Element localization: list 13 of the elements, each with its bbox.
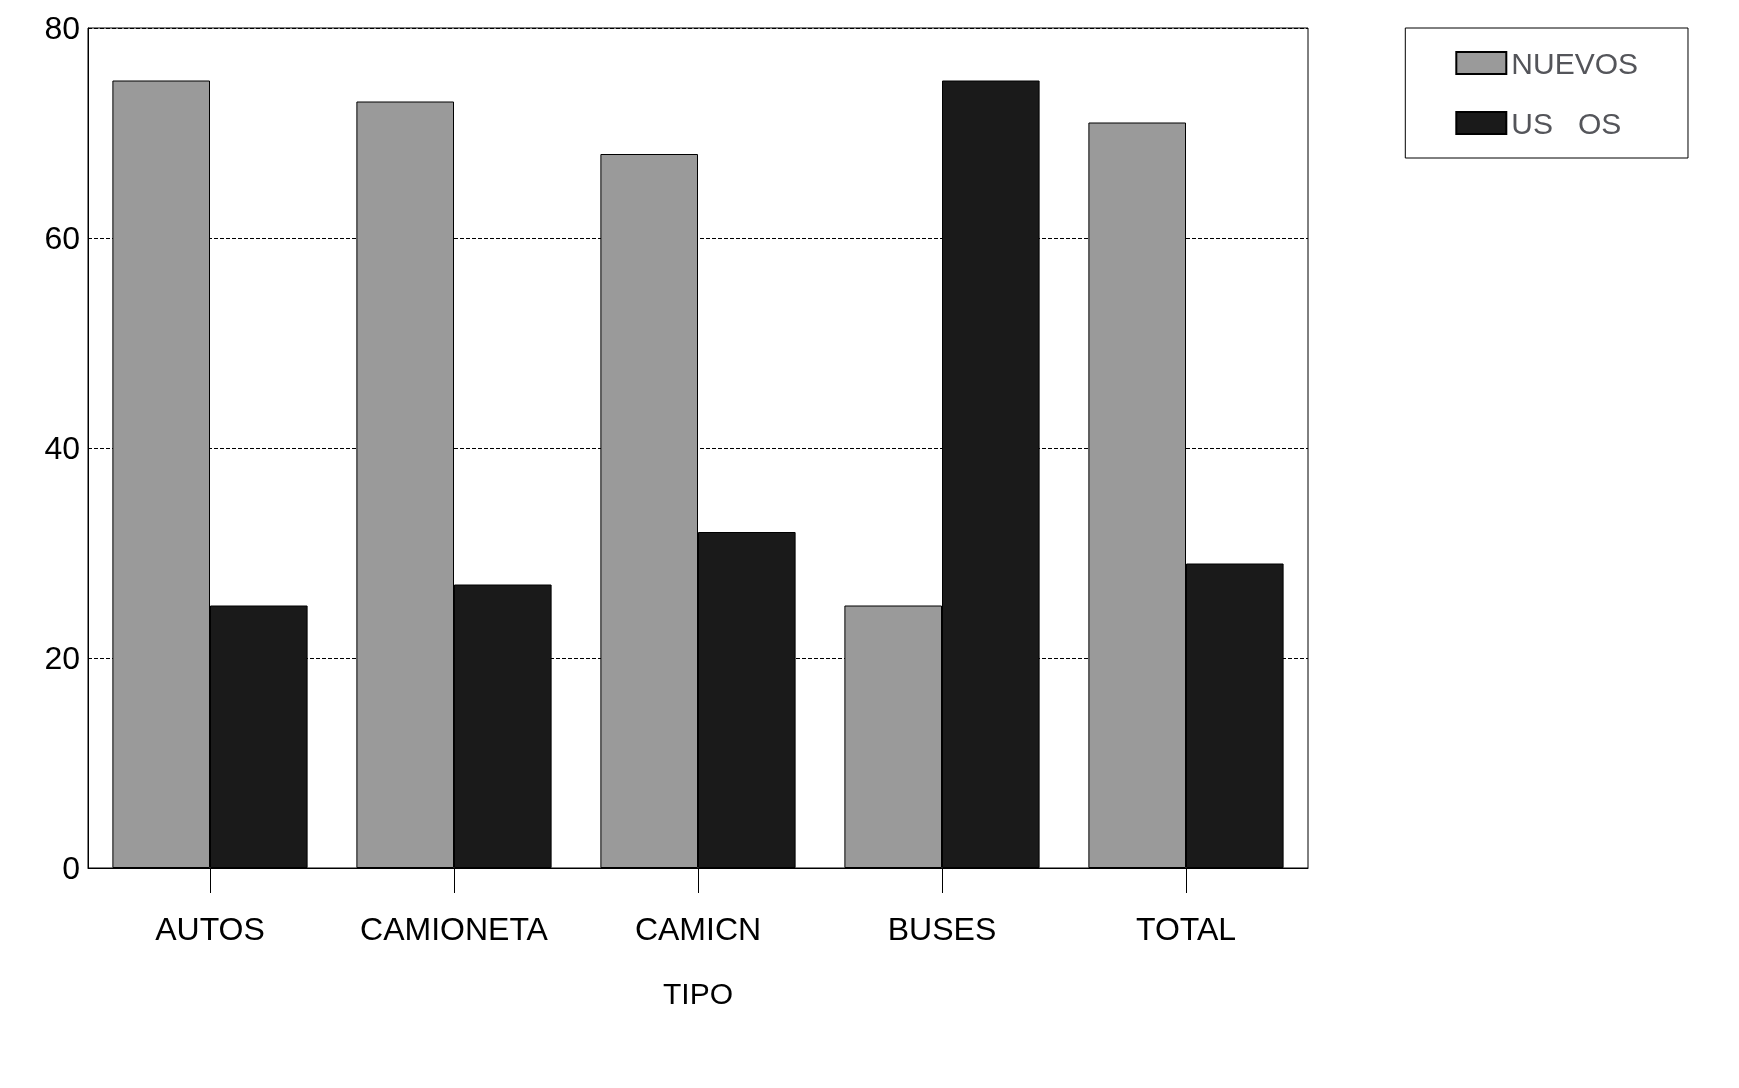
y-tick-label: 60 xyxy=(44,220,80,256)
x-axis-title: TIPO xyxy=(662,976,734,1010)
y-tick-label: 0 xyxy=(62,850,80,886)
legend-label: US OS xyxy=(1511,106,1622,140)
x-tick-label: TOTAL xyxy=(1135,911,1237,947)
y-tick-label: 80 xyxy=(44,10,80,46)
y-tick-label: 20 xyxy=(44,640,80,676)
x-tick-label: BUSES xyxy=(887,911,997,947)
x-tick-label: CAMICN xyxy=(634,911,762,947)
x-tick-label: AUTOS xyxy=(155,911,265,947)
y-tick-label: 40 xyxy=(44,430,80,466)
legend-label: NUEVOS xyxy=(1511,46,1639,80)
x-tick-label: CAMIONETA xyxy=(360,911,549,947)
